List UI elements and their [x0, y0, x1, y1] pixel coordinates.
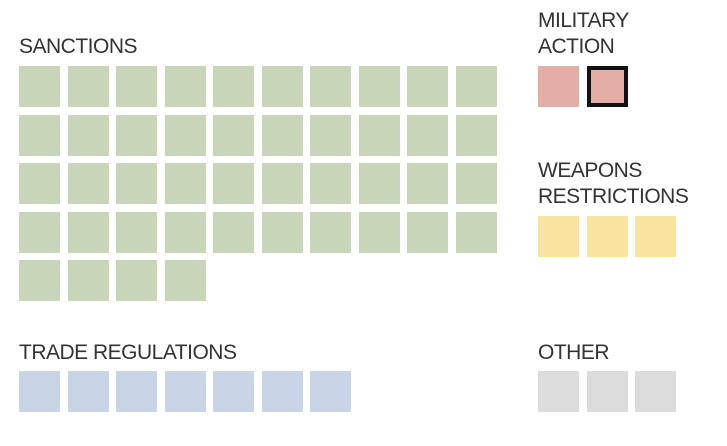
sanctions-cell [165, 115, 206, 156]
military-action-label: MILITARY ACTION [538, 8, 629, 60]
sanctions-cell [19, 115, 60, 156]
sanctions-cell [116, 115, 157, 156]
sanctions-cell [310, 115, 351, 156]
sanctions-cell [310, 66, 351, 107]
sanctions-cell [116, 212, 157, 253]
sanctions-cell [116, 163, 157, 204]
sanctions-cell [19, 163, 60, 204]
sanctions-cell [213, 66, 254, 107]
sanctions-cell [407, 66, 448, 107]
sanctions-cell [456, 115, 497, 156]
sanctions-cell [68, 115, 109, 156]
sanctions-cell [19, 260, 60, 301]
sanctions-cell [213, 212, 254, 253]
sanctions-cell [262, 163, 303, 204]
sanctions-cell [456, 212, 497, 253]
sanctions-cell [359, 163, 400, 204]
weapons-restrictions-label: WEAPONS RESTRICTIONS [538, 158, 689, 210]
trade-cell [68, 371, 109, 412]
sanctions-cell [359, 66, 400, 107]
sanctions-cell [68, 260, 109, 301]
sanctions-label-line-1: SANCTIONS [19, 35, 138, 58]
sanctions-cell [359, 115, 400, 156]
trade-regulations-label-line-1: TRADE REGULATIONS [19, 341, 237, 364]
sanctions-cell [68, 66, 109, 107]
trade-cell [116, 371, 157, 412]
other-cell [538, 371, 579, 412]
sanctions-cell [165, 260, 206, 301]
weapons-restrictions-label-line-2: RESTRICTIONS [538, 185, 689, 208]
weapons-restrictions-label-line-1: WEAPONS [538, 159, 642, 182]
sanctions-cell [19, 212, 60, 253]
other-cell [587, 371, 628, 412]
sanctions-cell [359, 212, 400, 253]
sanctions-cell [165, 66, 206, 107]
sanctions-cell [407, 212, 448, 253]
trade-cell [165, 371, 206, 412]
trade-cell [262, 371, 303, 412]
trade-cell [19, 371, 60, 412]
other-label-line-1: OTHER [538, 341, 610, 364]
sanctions-cell [165, 212, 206, 253]
sanctions-cell [407, 163, 448, 204]
sanctions-cell [68, 163, 109, 204]
military-cell [587, 66, 628, 107]
sanctions-cell [456, 66, 497, 107]
trade-cell [310, 371, 351, 412]
sanctions-cell [116, 260, 157, 301]
sanctions-cell [456, 163, 497, 204]
other-label: OTHER [538, 340, 610, 366]
sanctions-cell [262, 66, 303, 107]
sanctions-cell [68, 212, 109, 253]
sanctions-cell [19, 66, 60, 107]
military-action-label-line-2: ACTION [538, 35, 615, 58]
sanctions-cell [116, 66, 157, 107]
weapons-cell [635, 216, 676, 257]
weapons-cell [587, 216, 628, 257]
sanctions-cell [310, 212, 351, 253]
sanctions-cell [407, 115, 448, 156]
weapons-cell [538, 216, 579, 257]
trade-cell [213, 371, 254, 412]
sanctions-cell [213, 115, 254, 156]
trade-regulations-label: TRADE REGULATIONS [19, 340, 237, 366]
sanctions-label: SANCTIONS [19, 34, 138, 60]
sanctions-cell [310, 163, 351, 204]
sanctions-cell [262, 115, 303, 156]
military-action-label-line-1: MILITARY [538, 9, 629, 32]
sanctions-cell [213, 163, 254, 204]
sanctions-cell [262, 212, 303, 253]
sanctions-cell [165, 163, 206, 204]
other-cell [635, 371, 676, 412]
military-cell [538, 66, 579, 107]
